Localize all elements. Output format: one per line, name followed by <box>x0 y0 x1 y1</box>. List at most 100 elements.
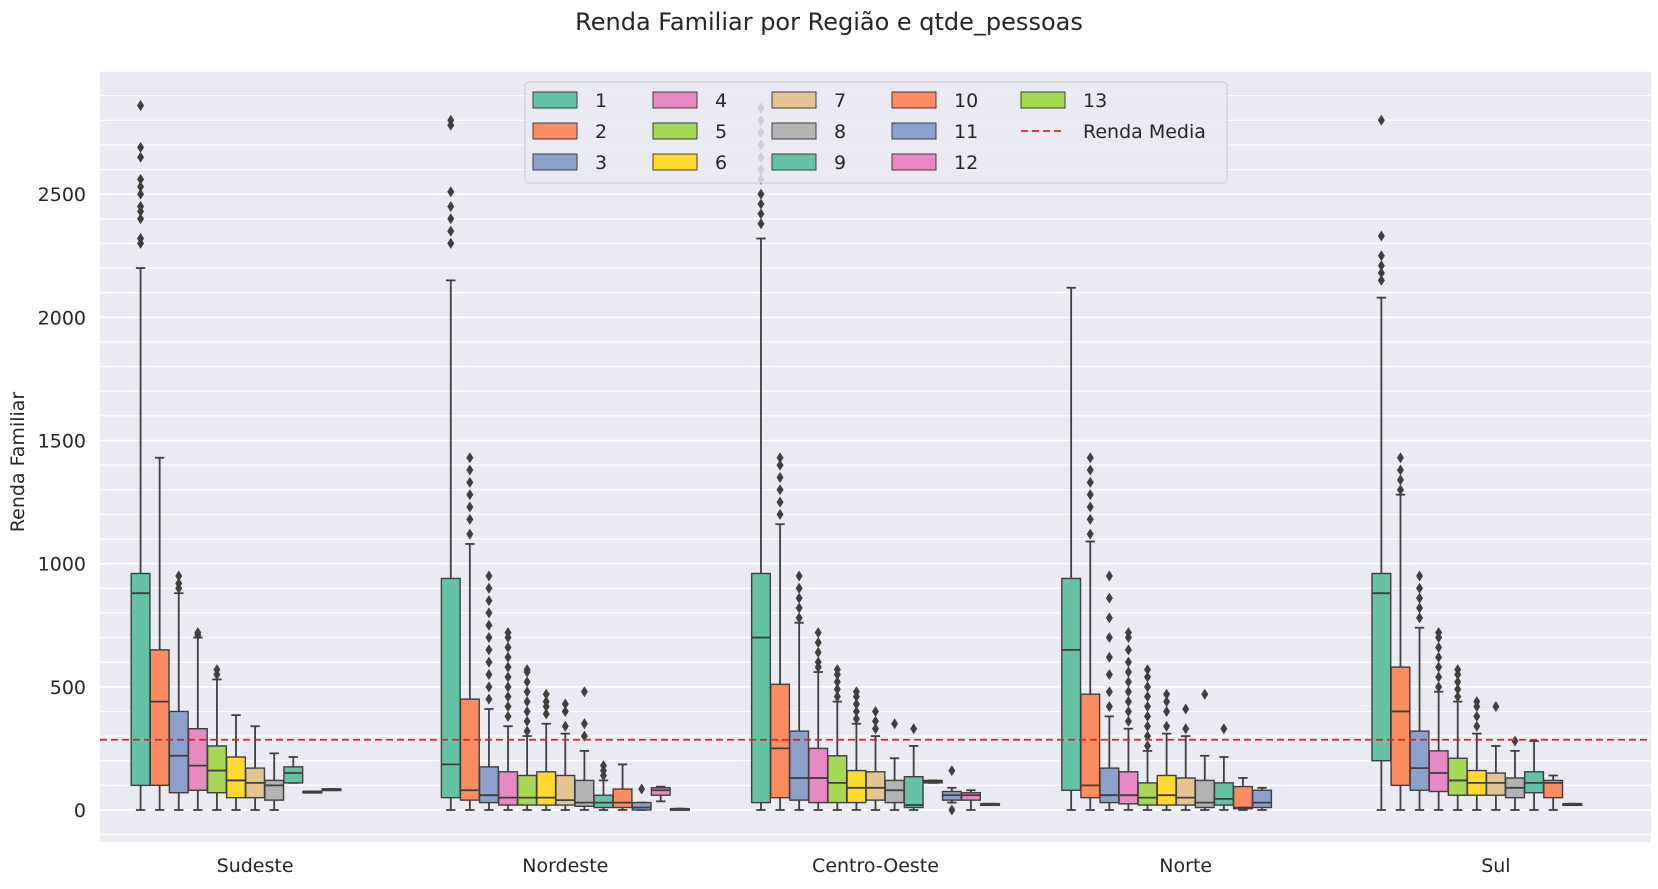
outlier-point <box>137 200 145 212</box>
legend-label: 11 <box>954 121 978 143</box>
outlier-point <box>504 661 512 673</box>
box-iqr <box>149 649 170 787</box>
outlier-point <box>504 710 512 722</box>
outlier-point <box>561 705 569 717</box>
legend-label: 3 <box>595 152 607 174</box>
outlier-point <box>1086 489 1094 501</box>
outlier-point <box>948 804 956 816</box>
box-Sul-7 <box>1485 701 1506 811</box>
outlier-point <box>1377 267 1385 279</box>
box-Nordeste-6 <box>536 688 557 811</box>
outlier-point <box>1086 528 1094 540</box>
box-Centro-Oeste-8 <box>884 718 905 811</box>
outlier-point <box>1144 740 1152 752</box>
outlier-point <box>523 715 531 727</box>
box-Norte-4 <box>1118 627 1139 811</box>
legend-item-7: 7 <box>771 90 846 112</box>
outlier-point <box>523 696 531 708</box>
legend-item-12: 12 <box>891 152 978 174</box>
outlier-point <box>485 619 493 631</box>
outlier-point <box>1201 688 1209 700</box>
outlier-point <box>523 686 531 698</box>
box-Norte-3 <box>1099 570 1120 811</box>
outlier-point <box>1163 696 1171 708</box>
outlier-point <box>485 668 493 680</box>
box-iqr <box>770 683 791 799</box>
outlier-point <box>1416 602 1424 614</box>
outlier-point <box>776 471 784 483</box>
legend-item-11: 11 <box>891 121 978 143</box>
outlier-point <box>466 528 474 540</box>
outlier-point <box>757 208 765 220</box>
outlier-point <box>466 489 474 501</box>
outlier-point <box>1124 705 1132 717</box>
outlier-point <box>137 188 145 200</box>
outlier-point <box>1105 701 1113 713</box>
outlier-point <box>910 723 918 735</box>
outlier-point <box>485 582 493 594</box>
box-iqr <box>283 766 304 784</box>
legend-label: 4 <box>715 90 727 112</box>
outlier-point <box>1182 703 1190 715</box>
box-Norte-5 <box>1137 664 1158 811</box>
outlier-point <box>872 705 879 717</box>
box-Norte-2 <box>1080 452 1101 811</box>
box-Nordeste-8 <box>574 686 595 811</box>
y-tick-label: 2500 <box>38 184 86 206</box>
box-Norte-8 <box>1194 688 1215 811</box>
outlier-point <box>137 141 145 153</box>
outlier-point <box>795 570 803 582</box>
legend-swatch <box>771 122 817 140</box>
outlier-point <box>814 627 822 639</box>
outlier-point <box>814 636 822 648</box>
outlier-point <box>814 656 822 668</box>
box-Centro-Oeste-5 <box>827 664 848 811</box>
box-Sul-1 <box>1371 114 1392 811</box>
box-Sul-10 <box>1543 774 1564 811</box>
outlier-point <box>1086 452 1094 464</box>
outlier-point <box>542 688 550 700</box>
box-Centro-Oeste-9 <box>903 723 924 811</box>
box-Centro-Oeste-6 <box>846 686 867 811</box>
outlier-point <box>485 693 493 705</box>
outlier-point <box>466 476 474 488</box>
outlier-point <box>1473 720 1481 732</box>
outlier-point <box>948 765 956 777</box>
box-Norte-6 <box>1156 688 1177 811</box>
box-iqr <box>1543 779 1564 799</box>
box-iqr <box>593 794 614 809</box>
box-iqr <box>650 787 671 796</box>
box-Nordeste-11 <box>631 783 652 811</box>
box-iqr <box>1061 577 1082 791</box>
outlier-point <box>757 218 765 230</box>
outlier-point <box>1435 651 1443 663</box>
box-iqr <box>130 572 151 787</box>
outlier-point <box>447 225 455 237</box>
box-iqr <box>1252 789 1273 809</box>
grid <box>100 70 1651 836</box>
outlier-point <box>776 452 784 464</box>
box-Centro-Oeste-12 <box>960 789 981 811</box>
box-iqr <box>1099 767 1120 804</box>
box-Sudeste-8 <box>264 752 285 811</box>
outlier-point <box>638 783 646 795</box>
box-Sudeste-5 <box>206 664 227 811</box>
y-tick-label: 500 <box>50 677 86 699</box>
box-iqr <box>612 788 633 809</box>
outlier-point <box>1124 656 1132 668</box>
outlier-point <box>1124 676 1132 688</box>
legend-swatch <box>652 122 698 140</box>
x-tick-label: Norte <box>1159 855 1212 877</box>
outlier-point <box>175 577 183 589</box>
y-axis-label: Renda Familiar <box>7 392 29 533</box>
outlier-point <box>523 725 531 737</box>
box-iqr <box>1371 572 1392 762</box>
box-Sul-4 <box>1428 627 1449 811</box>
box-Centro-Oeste-13 <box>979 802 1001 807</box>
legend-item-8: 8 <box>771 121 846 143</box>
outlier-point <box>757 198 765 210</box>
x-tick-label: Sul <box>1481 855 1510 877</box>
outlier-point <box>504 671 512 683</box>
legend-label: 2 <box>595 121 607 143</box>
outlier-point <box>833 676 841 688</box>
